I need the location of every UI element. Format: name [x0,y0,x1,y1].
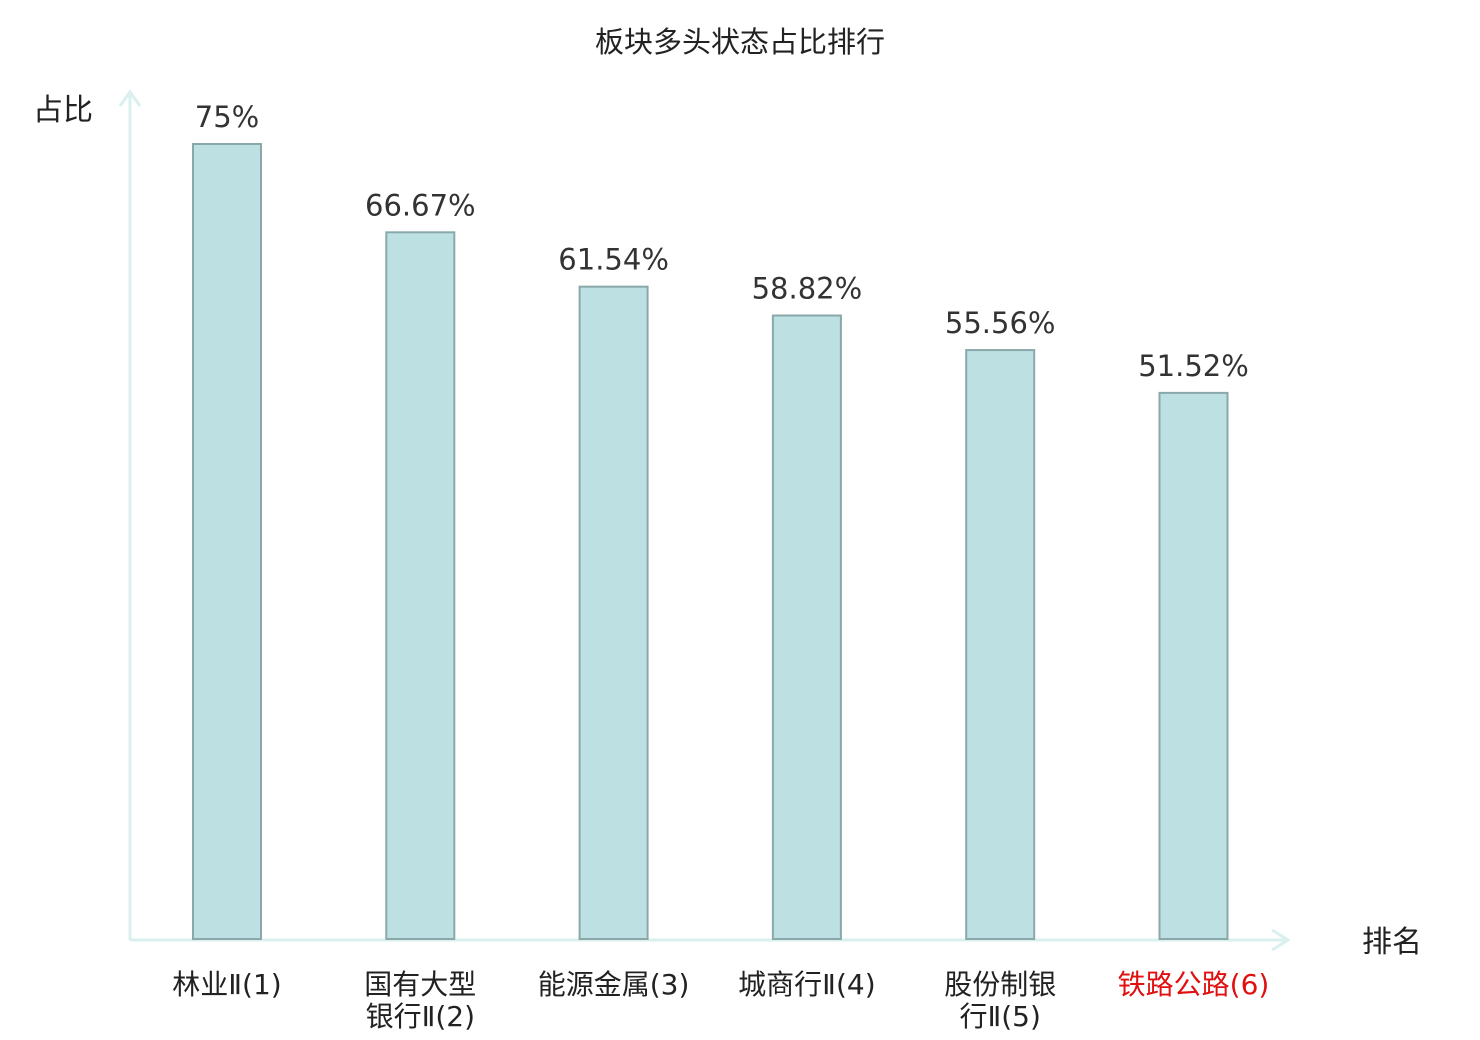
x-axis [130,928,1291,952]
value-label-3: 61.54% [558,243,669,277]
category-label-6: 铁路公路(6) [1118,968,1270,1001]
y-axis-label: 占比 [33,93,93,128]
category-label-2-line-1: 国有大型 [364,968,476,1001]
x-axis-arrow [1271,928,1291,952]
value-label-2: 66.67% [365,188,476,222]
category-label-4: 城商行Ⅱ(4) [738,968,875,1001]
bar-5 [965,349,1036,940]
chart-title: 板块多头状态占比排行 [595,25,885,59]
bar-6 [1158,391,1229,940]
category-label-2-line-2: 银行Ⅱ(2) [366,1000,475,1033]
value-label-6: 51.52% [1138,349,1249,383]
bar-series [192,143,1229,941]
bar-3 [578,285,649,940]
value-label-4: 58.82% [752,272,863,306]
y-axis-arrow [118,89,142,107]
bar-4 [771,314,842,940]
x-axis-label: 排名 [1362,925,1422,960]
y-axis [118,89,142,940]
category-label-5-line-1: 股份制银 [944,968,1056,1001]
category-label-3: 能源金属(3) [538,968,690,1001]
value-label-1: 75% [195,100,259,134]
bar-2 [385,231,456,941]
value-label-5: 55.56% [945,306,1056,340]
category-label-5-line-2: 行Ⅱ(5) [959,1000,1040,1033]
bar-1 [192,143,262,940]
category-label-1: 林业Ⅱ(1) [172,968,281,1001]
value-label-group: 75% 66.67% 61.54% 58.82% 55.56% 51.52% [195,100,1249,383]
